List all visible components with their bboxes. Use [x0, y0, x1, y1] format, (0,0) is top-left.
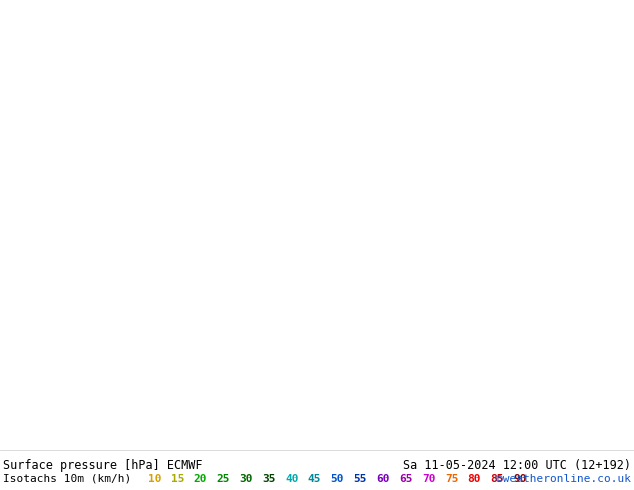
Text: 25: 25 [217, 474, 230, 484]
Text: 15: 15 [171, 474, 184, 484]
Text: Isotachs 10m (km/h): Isotachs 10m (km/h) [3, 474, 131, 484]
Text: Surface pressure [hPa] ECMWF: Surface pressure [hPa] ECMWF [3, 459, 202, 472]
Text: 35: 35 [262, 474, 276, 484]
Text: 65: 65 [399, 474, 413, 484]
Text: 10: 10 [148, 474, 162, 484]
Text: 90: 90 [514, 474, 527, 484]
Text: 60: 60 [377, 474, 390, 484]
Text: 40: 40 [285, 474, 299, 484]
Text: 85: 85 [491, 474, 504, 484]
Text: 50: 50 [331, 474, 344, 484]
Text: 70: 70 [422, 474, 436, 484]
Text: 45: 45 [308, 474, 321, 484]
Text: 80: 80 [468, 474, 481, 484]
Text: 55: 55 [354, 474, 367, 484]
Text: ©weatheronline.co.uk: ©weatheronline.co.uk [496, 474, 631, 484]
Text: Sa 11-05-2024 12:00 UTC (12+192): Sa 11-05-2024 12:00 UTC (12+192) [403, 459, 631, 472]
Text: 30: 30 [240, 474, 253, 484]
Text: 20: 20 [194, 474, 207, 484]
Text: 75: 75 [445, 474, 458, 484]
